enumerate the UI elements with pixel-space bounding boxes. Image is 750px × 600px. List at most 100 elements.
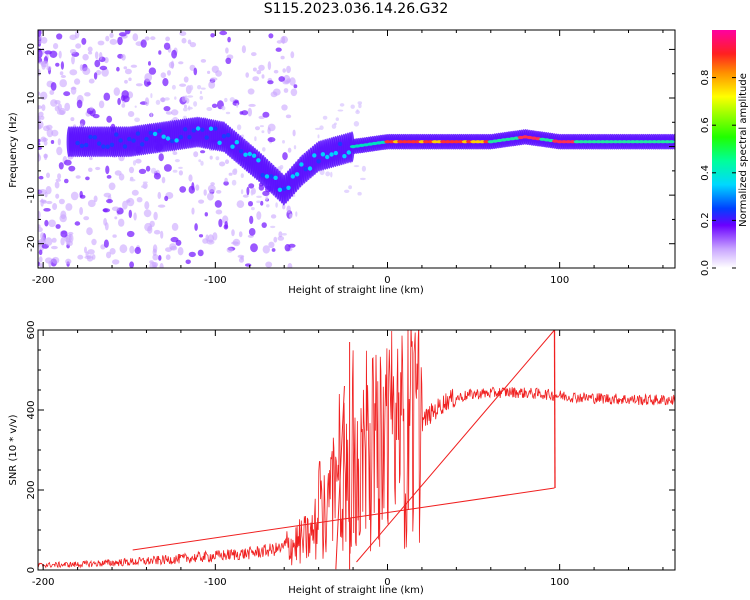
ridge-core [282, 186, 287, 191]
noise-blob [339, 103, 345, 107]
ridge-core [144, 136, 149, 142]
noise-blob [325, 171, 331, 177]
y-tick-label: 600 [26, 320, 37, 339]
noise-blob [185, 259, 191, 265]
noise-blob [215, 156, 220, 161]
noise-blob [252, 76, 259, 82]
noise-blob [141, 185, 147, 188]
ridge-core [191, 128, 196, 133]
noise-blob [241, 110, 249, 116]
noise-blob [163, 42, 171, 50]
noise-blob [38, 40, 43, 45]
noise-blob [319, 125, 324, 130]
noise-blob [165, 254, 171, 260]
noise-blob [245, 72, 249, 78]
noise-blob [79, 64, 84, 71]
noise-blob [251, 52, 257, 57]
noise-blob [219, 30, 228, 36]
noise-blob [161, 176, 166, 184]
ridge-core [316, 159, 321, 164]
ridge-core [290, 174, 295, 179]
snr-ticks: -200 -100 0 100 0 200 400 600 [26, 320, 675, 588]
noise-blob [87, 249, 95, 255]
noise-blob [236, 124, 242, 131]
noise-blob [278, 76, 286, 82]
noise-blob [86, 227, 93, 236]
snr-ylabel: SNR (10 * v/v) [8, 414, 19, 485]
noise-blob [245, 263, 252, 267]
ridge-core [277, 187, 283, 192]
noise-blob [160, 230, 164, 239]
noise-blob [152, 254, 159, 261]
noise-blob [106, 199, 113, 204]
noise-blob [135, 83, 143, 87]
noise-blob [63, 91, 71, 97]
noise-blob [38, 142, 41, 146]
noise-blob [85, 176, 90, 181]
ridge-core [75, 140, 80, 146]
colorbar-tick-label: 0.0 [700, 260, 711, 276]
noise-blob [188, 251, 196, 258]
noise-blob [75, 43, 82, 49]
noise-blob [41, 104, 46, 111]
noise-blob [282, 152, 288, 161]
noise-blob [132, 160, 137, 166]
noise-blob [105, 35, 110, 42]
snr-spike [335, 385, 345, 570]
noise-blob [159, 97, 166, 103]
ridge-core [329, 152, 334, 157]
noise-blob [148, 61, 151, 66]
noise-blob [144, 201, 150, 210]
noise-blob [248, 201, 253, 207]
noise-blob [259, 125, 264, 128]
noise-blob [38, 256, 43, 263]
noise-blob [209, 155, 213, 160]
ridge-core [174, 138, 179, 143]
noise-blob [49, 90, 55, 95]
noise-blob [44, 153, 48, 161]
noise-blob [267, 137, 276, 143]
colorbar-gradient [712, 30, 736, 268]
noise-blob [355, 110, 360, 115]
noise-blob [242, 194, 249, 198]
noise-blob [182, 107, 188, 112]
noise-blob [183, 76, 189, 83]
noise-blob [250, 189, 254, 196]
noise-blob [188, 105, 191, 111]
noise-blob [112, 259, 120, 265]
noise-blob [248, 183, 255, 189]
noise-blob [150, 93, 153, 99]
noise-blob [126, 230, 135, 238]
noise-blob [106, 251, 112, 259]
y-tick-label: -10 [26, 187, 37, 203]
ridge-core [221, 134, 227, 139]
noise-blob [333, 122, 337, 126]
noise-blob [281, 233, 287, 236]
noise-blob [58, 198, 65, 205]
noise-blob [260, 200, 264, 206]
noise-blob [114, 216, 118, 220]
noise-blob [353, 165, 360, 168]
noise-blob [284, 244, 291, 252]
noise-blob [267, 61, 272, 71]
colorbar-tick-label: 0.6 [700, 117, 711, 133]
noise-blob [38, 175, 44, 180]
noise-blob [83, 216, 90, 221]
noise-blob [69, 49, 77, 54]
noise-blob [184, 95, 188, 101]
noise-blob [142, 181, 148, 184]
noise-blob [65, 258, 72, 265]
noise-blob [38, 154, 42, 162]
noise-blob [118, 218, 125, 227]
noise-blob [70, 191, 79, 201]
noise-blob [60, 237, 65, 246]
noise-blob [290, 88, 298, 97]
noise-blob [146, 81, 152, 86]
noise-blob [193, 67, 198, 76]
ridge-core [239, 149, 244, 154]
noise-blob [113, 87, 121, 96]
noise-blob [256, 211, 262, 220]
noise-blob [158, 153, 164, 162]
noise-blob [268, 241, 275, 248]
